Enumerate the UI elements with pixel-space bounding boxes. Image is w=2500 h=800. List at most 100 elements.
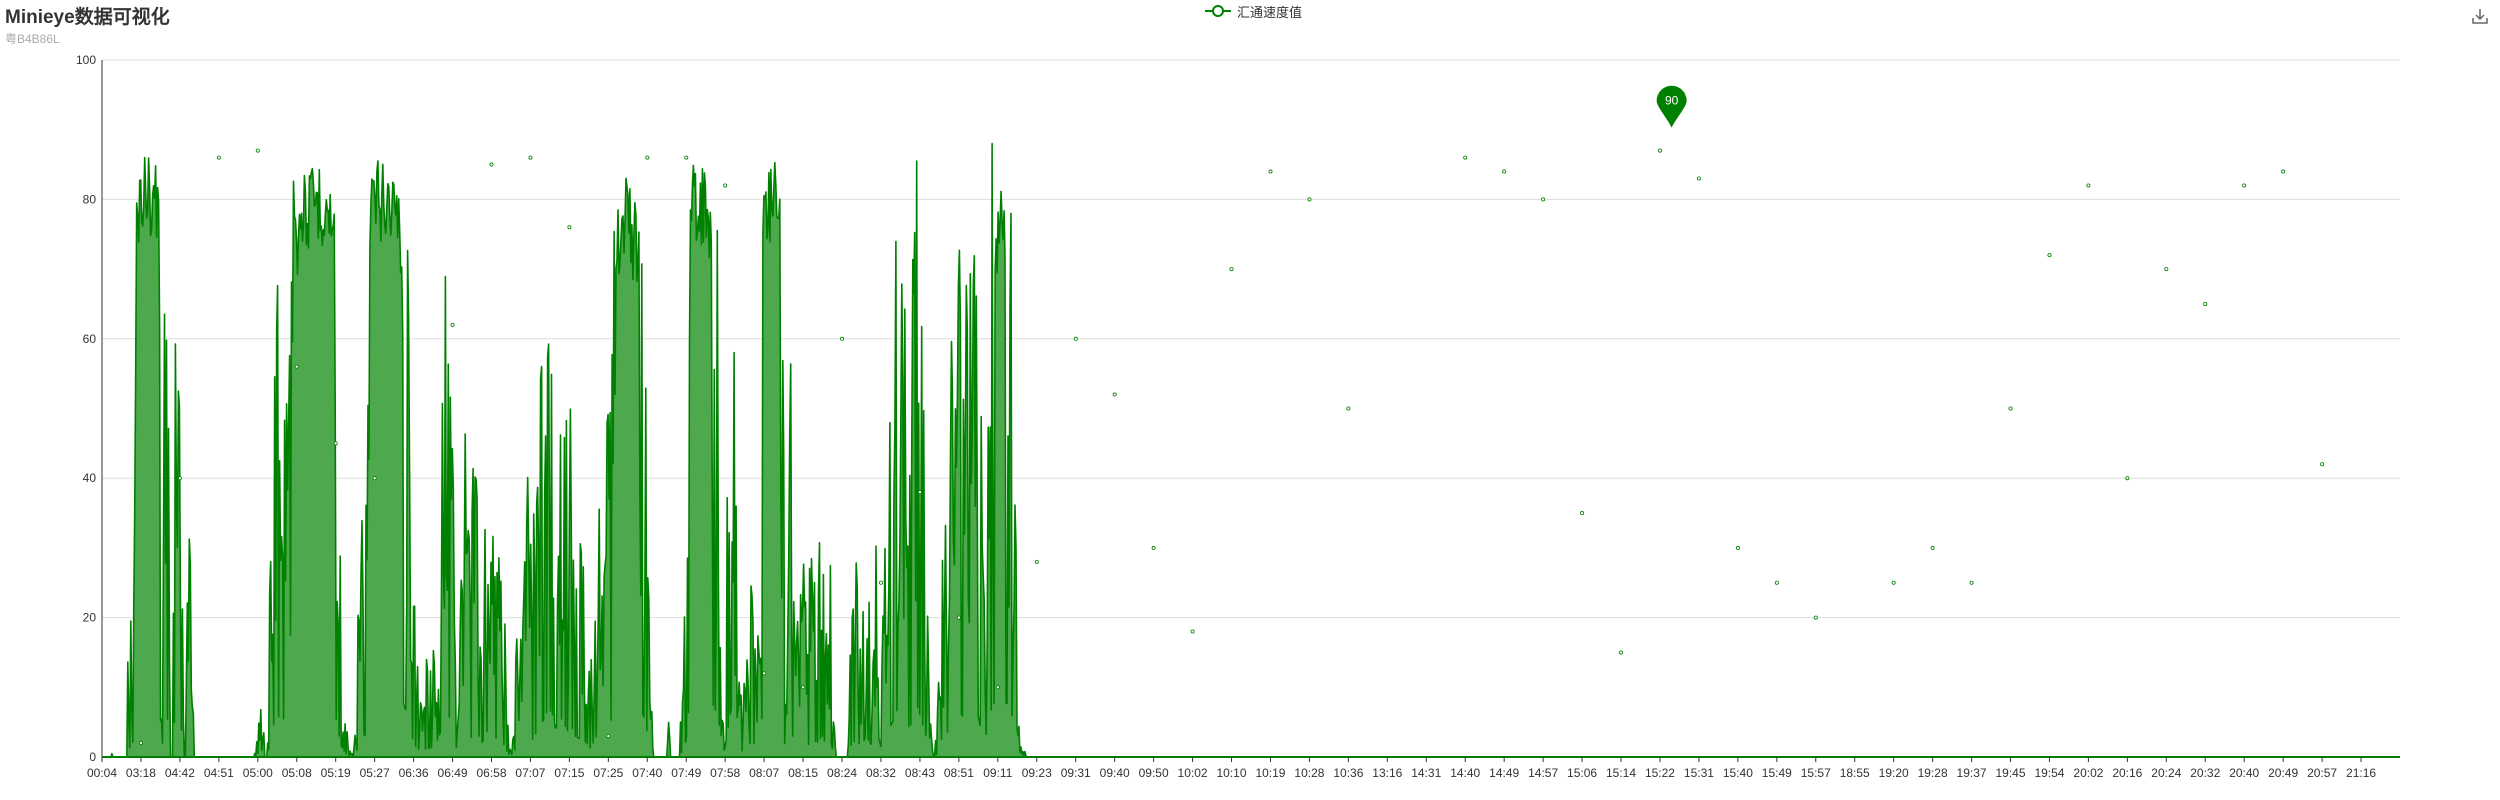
- mark-points: 90: [1656, 85, 1687, 128]
- x-tick-label: 04:51: [204, 766, 234, 780]
- data-point: [216, 155, 221, 160]
- data-point: [1813, 615, 1818, 620]
- data-point: [1696, 176, 1701, 181]
- x-tick-label: 14:49: [1489, 766, 1519, 780]
- data-point: [1735, 545, 1740, 550]
- x-tick-label: 20:57: [2307, 766, 2337, 780]
- y-tick-label: 60: [83, 332, 97, 346]
- data-point: [1541, 197, 1546, 202]
- data-point: [2203, 301, 2208, 306]
- x-tick-label: 09:50: [1139, 766, 1169, 780]
- x-tick-label: 14:57: [1528, 766, 1558, 780]
- x-tick-label: 10:36: [1333, 766, 1363, 780]
- x-tick-label: 09:23: [1022, 766, 1052, 780]
- x-tick-label: 15:22: [1645, 766, 1675, 780]
- data-point: [2281, 169, 2286, 174]
- data-point: [2125, 476, 2130, 481]
- data-point: [1229, 267, 1234, 272]
- data-point: [723, 183, 728, 188]
- x-tick-label: 15:49: [1762, 766, 1792, 780]
- data-point: [1502, 169, 1507, 174]
- x-tick-labels: 00:04 03:18 04:42 04:51 05:00 05:08 05:19 05:27…: [87, 757, 2376, 780]
- x-tick-label: 05:19: [321, 766, 351, 780]
- x-tick-label: 20:24: [2151, 766, 2181, 780]
- legend-item[interactable]: 汇通速度值: [1205, 2, 1302, 20]
- x-tick-label: 15:57: [1801, 766, 1831, 780]
- data-point: [684, 155, 689, 160]
- data-point: [1112, 392, 1117, 397]
- x-tick-label: 08:51: [944, 766, 974, 780]
- x-tick-label: 06:58: [476, 766, 506, 780]
- chart-subtitle: 粤B4B86L: [5, 32, 60, 46]
- x-tick-label: 09:31: [1061, 766, 1091, 780]
- data-point: [1657, 148, 1662, 153]
- x-tick-label: 07:15: [554, 766, 584, 780]
- data-point: [489, 162, 494, 167]
- x-tick-label: 15:14: [1606, 766, 1636, 780]
- y-tick-labels: 0 20 40 60 80 100: [76, 53, 96, 764]
- x-tick-label: 14:40: [1450, 766, 1480, 780]
- data-point: [138, 741, 143, 746]
- x-tick-label: 10:02: [1178, 766, 1208, 780]
- x-tick-label: 06:49: [438, 766, 468, 780]
- x-tick-label: 19:37: [1957, 766, 1987, 780]
- x-tick-label: 07:07: [515, 766, 545, 780]
- x-tick-label: 08:32: [866, 766, 896, 780]
- x-tick-label: 14:31: [1411, 766, 1441, 780]
- x-tick-label: 07:25: [593, 766, 623, 780]
- data-point: [1307, 197, 1312, 202]
- data-point: [1774, 580, 1779, 585]
- data-point: [2320, 462, 2325, 467]
- x-tick-label: 07:58: [710, 766, 740, 780]
- save-image-button[interactable]: [2470, 6, 2490, 26]
- axes: [101, 60, 2400, 758]
- x-tick-label: 10:19: [1255, 766, 1285, 780]
- x-tick-label: 08:15: [788, 766, 818, 780]
- data-point: [2047, 253, 2052, 258]
- data-point: [333, 441, 338, 446]
- data-point: [528, 155, 533, 160]
- x-tick-label: 08:24: [827, 766, 857, 780]
- data-point: [840, 336, 845, 341]
- y-tick-label: 80: [83, 192, 97, 206]
- data-point: [177, 476, 182, 481]
- x-tick-label: 00:04: [87, 766, 117, 780]
- x-tick-label: 20:49: [2268, 766, 2298, 780]
- x-tick-label: 21:16: [2346, 766, 2376, 780]
- data-point: [1580, 511, 1585, 516]
- x-tick-label: 05:27: [360, 766, 390, 780]
- y-tick-label: 40: [83, 471, 97, 485]
- data-point: [1891, 580, 1896, 585]
- data-point: [294, 364, 299, 369]
- x-tick-label: 03:18: [126, 766, 156, 780]
- data-point: [2242, 183, 2247, 188]
- mark-point-pin: [1656, 85, 1687, 128]
- legend-line-marker-icon: [1205, 5, 1231, 17]
- legend-label: 汇通速度值: [1237, 4, 1303, 20]
- x-tick-label: 20:16: [2112, 766, 2142, 780]
- data-point: [2086, 183, 2091, 188]
- data-point: [917, 490, 922, 495]
- data-point: [1346, 406, 1351, 411]
- x-tick-label: 15:31: [1684, 766, 1714, 780]
- data-point: [1268, 169, 1273, 174]
- x-tick-label: 07:49: [671, 766, 701, 780]
- x-tick-label: 19:20: [1879, 766, 1909, 780]
- mark-point-label: 90: [1665, 94, 1679, 108]
- x-tick-label: 19:45: [1995, 766, 2025, 780]
- x-tick-label: 13:16: [1372, 766, 1402, 780]
- x-tick-label: 15:06: [1567, 766, 1597, 780]
- data-point: [255, 148, 260, 153]
- data-point: [1463, 155, 1468, 160]
- data-point: [2008, 406, 2013, 411]
- series-area: [102, 142, 2385, 758]
- data-point: [995, 685, 1000, 690]
- data-point: [1619, 650, 1624, 655]
- grid-lines: [102, 59, 2400, 619]
- data-point: [1190, 629, 1195, 634]
- series-points: [138, 148, 2325, 746]
- x-tick-label: 04:42: [165, 766, 195, 780]
- data-point: [1073, 336, 1078, 341]
- data-point: [1969, 580, 1974, 585]
